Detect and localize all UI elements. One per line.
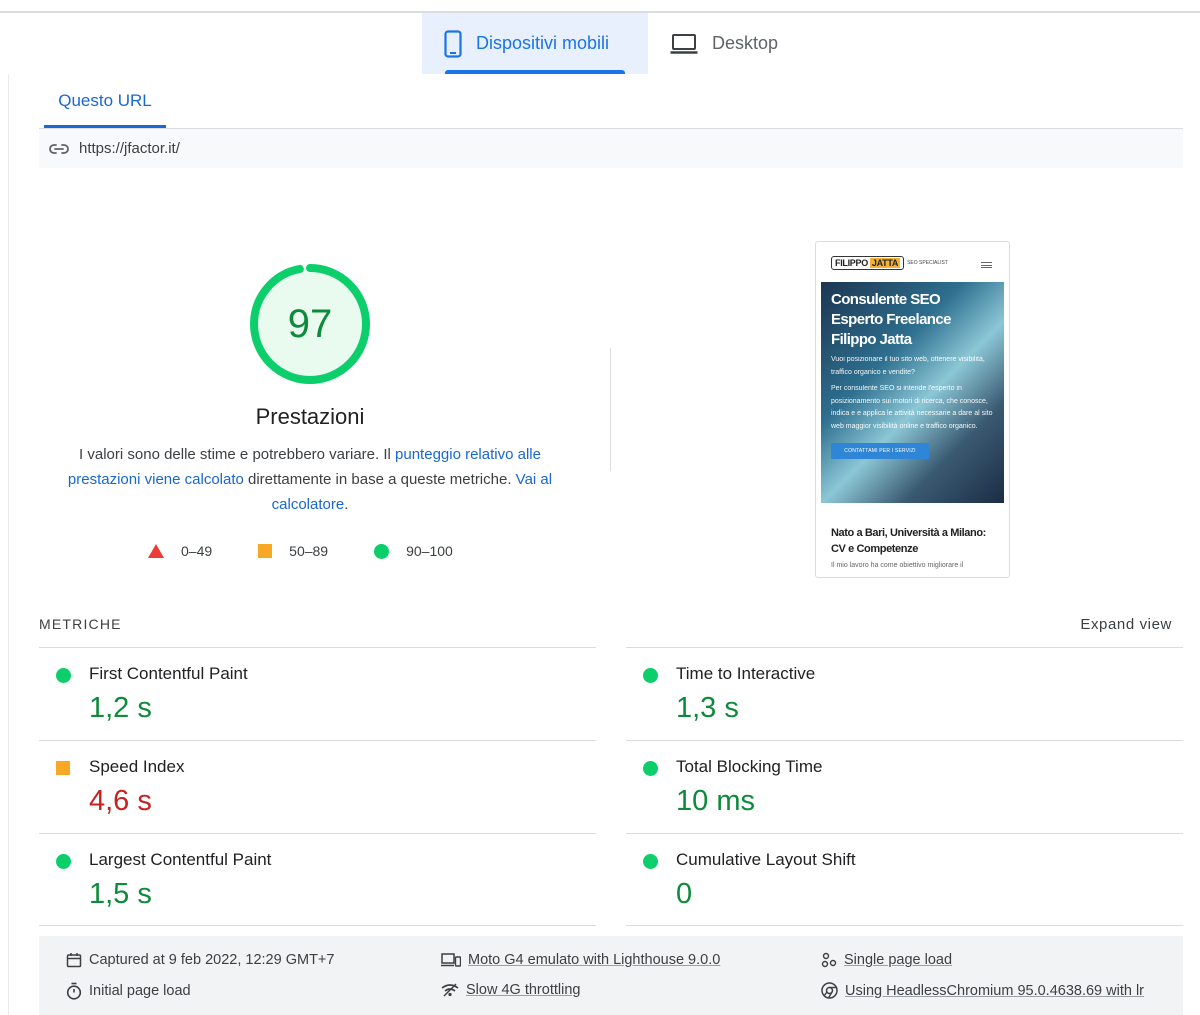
metric-name: Largest Contentful Paint — [89, 850, 272, 869]
expand-view-button[interactable]: Expand view — [1080, 616, 1172, 633]
performance-title: Prestazioni — [255, 404, 365, 429]
calculator-link[interactable]: Vai al calcolatore — [271, 471, 553, 513]
tab-mobile[interactable]: Dispositivi mobili — [422, 13, 648, 74]
triangle-icon — [148, 544, 164, 558]
logo-name: FILIPPO — [835, 258, 868, 268]
site-logo: FILIPPO JATTA — [831, 256, 905, 270]
description-text-2: direttamente in base a queste metriche. — [243, 471, 516, 488]
page-screenshot-thumbnail: FILIPPO JATTA SEO SPECIALIST Consulente S… — [815, 241, 1010, 578]
average-square-icon — [56, 761, 70, 775]
metric-time-to-interactive: Time to Interactive 1,3 s — [626, 647, 1183, 740]
logo-subtitle: SEO SPECIALIST — [907, 260, 948, 266]
hero-text-2: Per consulente SEO si intende l'esperto … — [831, 385, 993, 430]
left-border — [8, 74, 9, 1015]
throttling-info[interactable]: Slow 4G throttling — [441, 982, 580, 998]
metric-name: Speed Index — [89, 757, 185, 776]
metric-value: 0 — [676, 878, 693, 910]
good-circle-icon — [643, 668, 658, 683]
captured-info: Captured at 9 feb 2022, 12:29 GMT+7 — [66, 952, 334, 968]
hero-title: Consulente SEO Esperto Freelance Filippo… — [831, 291, 951, 348]
tab-this-url-label: Questo URL — [58, 91, 152, 110]
legend-good-label: 90–100 — [406, 543, 453, 559]
hero-button: CONTATTAMI PER I SERVIZI — [831, 443, 929, 459]
metric-value: 10 ms — [676, 785, 755, 817]
metric-name: Cumulative Layout Shift — [676, 850, 856, 869]
initial-load-text: Initial page load — [89, 983, 191, 999]
description-text-1: I valori sono delle stime e potrebbero v… — [79, 446, 396, 463]
metric-value: 1,5 s — [89, 878, 152, 910]
legend-good: 90–100 — [374, 543, 453, 559]
metric-name: First Contentful Paint — [89, 664, 248, 683]
nodes-icon — [821, 952, 837, 968]
url-bar: https://jfactor.it/ — [39, 128, 1183, 168]
hamburger-menu-icon — [981, 262, 992, 268]
legend-poor: 0–49 — [148, 543, 212, 559]
link-icon — [49, 143, 69, 155]
circle-icon — [374, 543, 390, 559]
tab-desktop[interactable]: Desktop — [648, 13, 800, 74]
devices-icon — [441, 953, 461, 967]
hero-text-1: Vuoi posizionare il tuo sito web, ottene… — [831, 356, 985, 376]
legend-poor-label: 0–49 — [181, 543, 213, 559]
metric-value: 4,6 s — [89, 785, 152, 817]
browser-info[interactable]: Using HeadlessChromium 95.0.4638.69 with… — [821, 982, 1144, 999]
throttling-text: Slow 4G throttling — [466, 982, 581, 998]
captured-text: Captured at 9 feb 2022, 12:29 GMT+7 — [89, 952, 335, 968]
browser-text: Using HeadlessChromium 95.0.4638.69 with… — [845, 982, 1145, 999]
metric-name: Total Blocking Time — [676, 757, 823, 776]
logo-surname: JATTA — [869, 258, 901, 268]
screenshot-hero: Consulente SEO Esperto Freelance Filippo… — [821, 282, 1004, 503]
metric-cumulative-layout-shift: Cumulative Layout Shift 0 — [626, 833, 1183, 926]
runtime-settings: Captured at 9 feb 2022, 12:29 GMT+7 Init… — [39, 936, 1183, 1015]
metric-first-contentful-paint: First Contentful Paint 1,2 s — [39, 647, 596, 740]
screenshot-section-text: Il mio lavoro ha come obiettivo migliora… — [831, 562, 964, 569]
device-info[interactable]: Moto G4 emulato with Lighthouse 9.0.0 — [441, 952, 720, 968]
chrome-icon — [821, 982, 838, 999]
smartphone-icon — [444, 29, 462, 58]
description-text-3: . — [344, 496, 349, 513]
initial-load-info: Initial page load — [66, 982, 191, 1000]
tab-mobile-label: Dispositivi mobili — [476, 33, 610, 53]
screenshot-header: FILIPPO JATTA SEO SPECIALIST — [816, 242, 1009, 284]
performance-gauge: 97 — [248, 262, 372, 386]
metric-name: Time to Interactive — [676, 664, 816, 683]
section-divider — [610, 348, 611, 471]
device-tabs: Dispositivi mobili Desktop — [422, 13, 800, 74]
tested-url: https://jfactor.it/ — [79, 140, 180, 157]
legend-average: 50–89 — [258, 543, 328, 559]
tab-desktop-label: Desktop — [712, 33, 779, 53]
square-icon — [258, 544, 273, 558]
metric-speed-index: Speed Index 4,6 s — [39, 740, 596, 833]
metric-value: 1,2 s — [89, 692, 152, 724]
metric-total-blocking-time: Total Blocking Time 10 ms — [626, 740, 1183, 833]
performance-score: 97 — [287, 301, 333, 346]
device-text: Moto G4 emulato with Lighthouse 9.0.0 — [468, 952, 721, 968]
single-page-info[interactable]: Single page load — [821, 952, 952, 968]
tab-this-url[interactable]: Questo URL — [44, 74, 166, 128]
good-circle-icon — [56, 668, 71, 683]
top-divider — [0, 11, 1200, 13]
wifi-icon — [441, 983, 459, 997]
score-legend: 0–49 50–89 90–100 — [148, 543, 499, 559]
good-circle-icon — [643, 761, 658, 776]
timer-icon — [66, 982, 82, 1000]
metric-largest-contentful-paint: Largest Contentful Paint 1,5 s — [39, 833, 596, 926]
legend-average-label: 50–89 — [289, 543, 329, 559]
metrics-header: METRICHE — [39, 616, 122, 632]
single-page-text: Single page load — [844, 952, 953, 968]
good-circle-icon — [643, 854, 658, 869]
calendar-icon — [66, 952, 82, 968]
screenshot-section-title: Nato a Bari, Università a Milano: CV e C… — [831, 527, 986, 555]
performance-description: I valori sono delle stime e potrebbero v… — [55, 442, 565, 517]
good-circle-icon — [56, 854, 71, 869]
laptop-icon — [670, 33, 698, 55]
metric-value: 1,3 s — [676, 692, 739, 724]
score-calculation-link[interactable]: punteggio relativo alle prestazioni vien… — [67, 446, 541, 488]
